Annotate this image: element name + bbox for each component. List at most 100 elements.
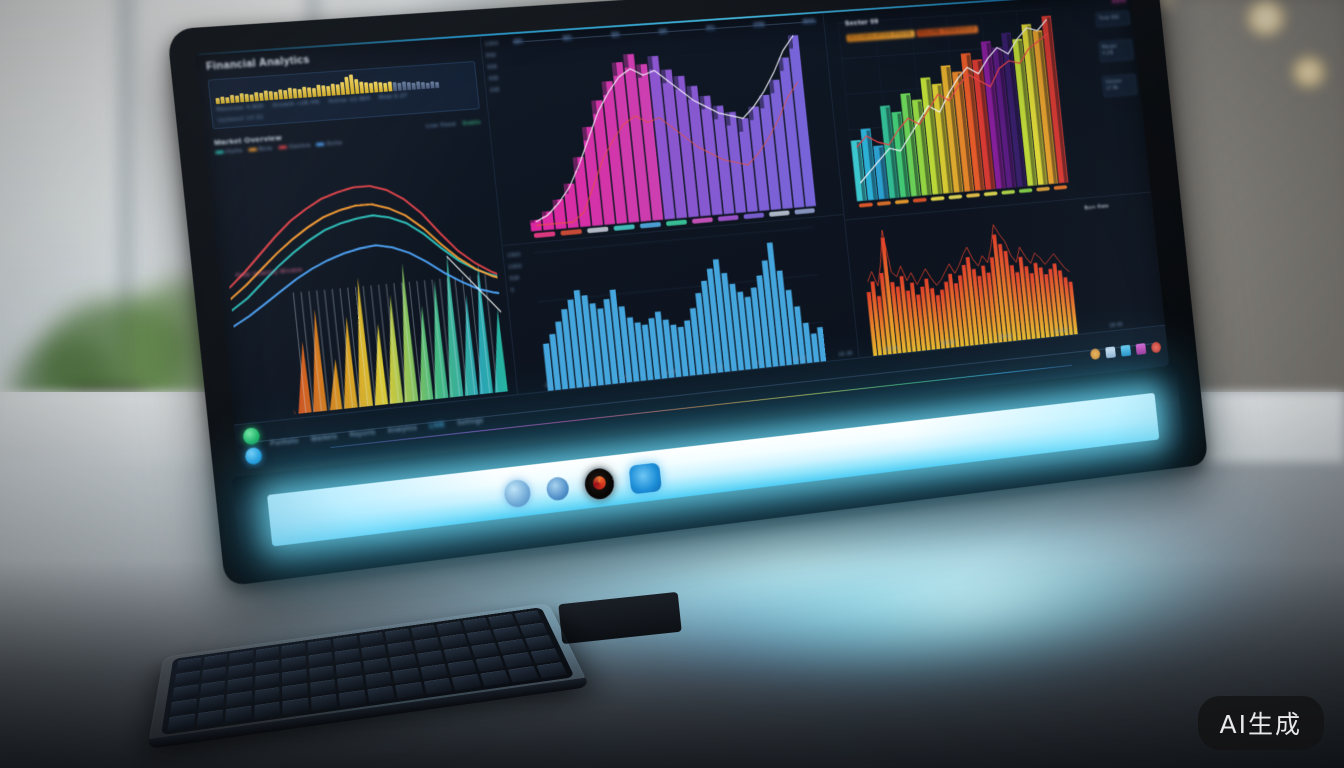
keyboard-key[interactable]: [281, 669, 307, 685]
right-panel: Sector 09 ACCUMULATION PHASE VOLUME THRE…: [823, 0, 1165, 358]
monitor-screen[interactable]: Financial Analytics Revenue 4,820 Growth …: [195, 0, 1170, 471]
keyboard-key[interactable]: [470, 642, 500, 658]
status-indicator-group: [242, 426, 263, 466]
axis-tick: 08: [544, 382, 553, 390]
status-online-icon[interactable]: [242, 426, 261, 446]
axis-tick: 10: [623, 374, 631, 381]
keyboard-key[interactable]: [443, 646, 472, 662]
keyboard-key[interactable]: [360, 644, 387, 660]
left-panel: Financial Analytics Revenue 4,820 Growth …: [195, 34, 525, 424]
keyboard-key[interactable]: [307, 652, 333, 668]
sparkline-bar: [225, 97, 230, 104]
keyboard-key[interactable]: [530, 648, 561, 664]
kpi-metric: Growth +18.4%: [272, 99, 321, 109]
keyboard-key[interactable]: [169, 698, 197, 716]
power-button-icon[interactable]: [628, 462, 662, 495]
keyboard-key[interactable]: [366, 685, 395, 703]
keyboard-key[interactable]: [199, 680, 226, 697]
ai-watermark: AI生成: [1197, 696, 1324, 750]
keyboard-key[interactable]: [497, 639, 527, 654]
sparkline-bar: [411, 82, 416, 90]
keyboard-key[interactable]: [197, 694, 225, 712]
legend-item[interactable]: Delta: [316, 140, 342, 148]
center-top-chart[interactable]: Q1 Q2 Q3 Q4 FY YTD MAX 1000 800 600 400 200: [480, 11, 843, 245]
keyboard-key[interactable]: [536, 662, 568, 679]
keyboard-key[interactable]: [507, 666, 539, 683]
keyboard-key[interactable]: [519, 622, 548, 637]
keyboard-key[interactable]: [281, 655, 306, 671]
keyboard-key[interactable]: [227, 663, 253, 679]
keyboard-key[interactable]: [282, 697, 309, 715]
kpi-summary-card[interactable]: Revenue 4,820 Growth +18.4% Active 12,904 R…: [207, 60, 480, 130]
keyboard-key[interactable]: [362, 657, 390, 674]
sparkline-bar: [215, 97, 221, 105]
sparkline-bar: [434, 81, 440, 89]
keyboard-key[interactable]: [167, 713, 195, 731]
legend-item[interactable]: Alpha: [215, 148, 243, 156]
keyboard-key[interactable]: [423, 678, 453, 695]
left-chart[interactable]: Peak Volatility Window: [216, 138, 525, 420]
keyboard-key[interactable]: [447, 660, 477, 676]
legend-item[interactable]: Gamma: [278, 143, 311, 151]
status-sync-icon[interactable]: [244, 446, 263, 466]
keyboard-key[interactable]: [309, 679, 336, 696]
left-chart-svg: [216, 138, 525, 420]
keyboard-key[interactable]: [308, 665, 335, 682]
sparkline-bar: [234, 95, 240, 103]
keyboard-key[interactable]: [451, 674, 481, 691]
stat-card[interactable]: Total 892: [1095, 10, 1131, 27]
keyboard-key[interactable]: [475, 656, 505, 672]
keyboard-key[interactable]: [502, 652, 533, 668]
kpi-metric: Active 12,904: [328, 95, 371, 105]
keyboard-key[interactable]: [419, 663, 449, 680]
webcam-icon: [583, 466, 616, 501]
stat-card[interactable]: Volume 17.8k: [1101, 73, 1138, 97]
keyboard-key[interactable]: [492, 626, 522, 641]
keyboard-key[interactable]: [337, 675, 364, 692]
axis-tick: 14: [755, 360, 763, 367]
keyboard-key[interactable]: [387, 641, 414, 656]
keyboard-key[interactable]: [395, 682, 424, 699]
keyboard-key[interactable]: [479, 670, 510, 687]
keyboard-key[interactable]: [227, 676, 253, 693]
keyboard-key[interactable]: [364, 671, 392, 688]
keyboard-key[interactable]: [439, 633, 468, 649]
sparkline-bar: [425, 82, 430, 89]
legend-item[interactable]: Beta: [248, 146, 273, 154]
axis-tick: 09: [584, 378, 592, 386]
keyboard-key[interactable]: [254, 687, 280, 704]
sparkline-bar: [420, 82, 426, 90]
keyboard-key[interactable]: [334, 648, 360, 664]
keyboard-key[interactable]: [254, 659, 280, 675]
keyboard-key[interactable]: [226, 691, 252, 708]
keyboard-key[interactable]: [335, 661, 362, 678]
keyboard-key[interactable]: [416, 650, 445, 666]
keyboard-key[interactable]: [392, 667, 420, 684]
center-panel: Q1 Q2 Q3 Q4 FY YTD MAX 1000 800 600 400 200 1500 10…: [480, 11, 860, 395]
sensor-icon: [503, 478, 532, 509]
section-status: Live Feed Stable: [426, 119, 482, 129]
dashboard-app: Financial Analytics Revenue 4,820 Growth …: [195, 0, 1170, 471]
kpi-metric: Risk 0.27: [378, 93, 408, 101]
keyboard-key[interactable]: [253, 701, 280, 719]
legend-swatch: [316, 142, 326, 147]
keyboard-key[interactable]: [310, 693, 338, 711]
legend-swatch: [215, 150, 225, 155]
led-indicator-icon: [545, 475, 570, 502]
keyboard-key[interactable]: [254, 673, 280, 689]
keyboard-key[interactable]: [224, 705, 252, 723]
keyboard-key[interactable]: [466, 630, 495, 645]
center-top-svg: [480, 11, 816, 238]
keyboard-key[interactable]: [524, 635, 555, 651]
stat-card[interactable]: Margin 4.2%: [1098, 38, 1134, 62]
keyboard-key[interactable]: [413, 637, 441, 653]
legend-swatch: [248, 147, 258, 152]
keyboard-key[interactable]: [282, 683, 308, 700]
monitor: Financial Analytics Revenue 4,820 Growth …: [166, 0, 1209, 587]
keyboard-key[interactable]: [196, 709, 224, 727]
legend-swatch: [278, 145, 287, 150]
keyboard-key[interactable]: [389, 654, 417, 670]
keyboard-key[interactable]: [338, 689, 366, 707]
right-top-chart[interactable]: Sector 09 ACCUMULATION PHASE VOLUME THRE…: [823, 0, 1151, 219]
